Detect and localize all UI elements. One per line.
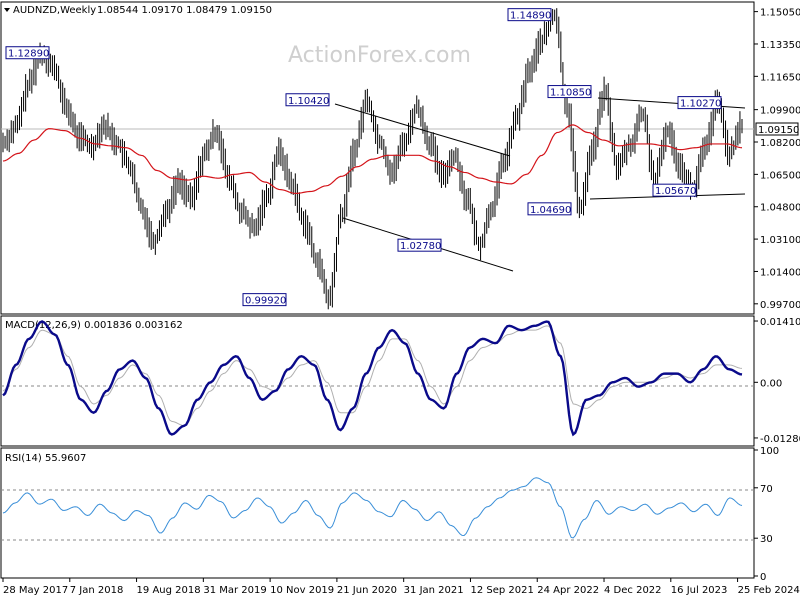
- rsi-tick-label: 30: [760, 534, 773, 545]
- moving-average-line: [2, 124, 743, 195]
- price-tick-label: 1.04800: [760, 203, 800, 214]
- price-annotation: 1.12890: [5, 46, 50, 60]
- macd-signal-line: [2, 325, 743, 427]
- annotation-box: [507, 8, 552, 22]
- triangle-upper-line: [597, 97, 746, 109]
- price-tick-label: 0.99700: [760, 300, 800, 311]
- time-tick-label: 12 Sep 2021: [470, 585, 533, 596]
- annotation-box: [677, 96, 722, 110]
- rsi-tick-label: 100: [760, 446, 779, 457]
- time-tick-label: 28 May 2017: [3, 585, 68, 596]
- macd-tick-label: 0.00: [760, 378, 782, 389]
- time-axis: 28 May 2017 7 Jan 2018 19 Aug 2018 31 Mar 2…: [2, 578, 800, 596]
- rsi-title: RSI(14) 55.9607: [5, 453, 86, 464]
- current-price-text: 1.09150: [758, 125, 799, 136]
- macd-axis: 0.014104 0.00 -0.012806: [754, 317, 800, 445]
- price-axis: 1.15050 1.13350 1.11650 1.09900 1.08200 1.065…: [754, 8, 800, 311]
- annotation-label: 1.14890: [510, 11, 551, 22]
- annotation-box: [397, 238, 442, 252]
- rsi-line: [2, 477, 743, 539]
- price-annotation: 1.10850: [547, 85, 592, 99]
- price-annotation: 1.02780: [397, 238, 442, 252]
- macd-pane: [0, 315, 755, 447]
- price-annotation: 1.10420: [285, 93, 330, 107]
- ohlc-readout: 1.08544 1.09170 1.08479 1.09150: [97, 5, 272, 16]
- price-tick-label: 1.15050: [760, 8, 800, 19]
- time-tick-label: 21 Jun 2020: [337, 585, 397, 596]
- chart-header: AUDNZD,Weekly 1.08544 1.09170 1.08479 1.…: [4, 5, 272, 16]
- rsi-tick-label: 0: [760, 572, 766, 583]
- annotation-box: [652, 183, 697, 197]
- macd-tick-label: -0.012806: [760, 434, 800, 445]
- rsi-axis: 100 70 30 0: [754, 446, 779, 583]
- annotation-label: 0.99920: [245, 296, 286, 307]
- annotation-box: [527, 202, 572, 216]
- current-price-tag: 1.09150: [755, 122, 799, 136]
- price-tick-label: 1.01400: [760, 267, 800, 278]
- price-annotation: 1.04690: [527, 202, 572, 216]
- time-tick-label: 4 Dec 2022: [604, 585, 662, 596]
- annotation-label: 1.12890: [8, 49, 49, 60]
- price-tick-label: 1.08200: [760, 138, 800, 149]
- rsi-tick-label: 70: [760, 484, 773, 495]
- time-tick-label: 24 Apr 2022: [537, 585, 599, 596]
- time-tick-label: 31 Mar 2019: [203, 585, 266, 596]
- current-price-box: [755, 122, 799, 136]
- annotation-label: 1.10420: [288, 96, 329, 107]
- annotation-label: 1.05670: [655, 186, 696, 197]
- price-tick-label: 1.11650: [760, 72, 800, 83]
- macd-tick-label: 0.014104: [760, 317, 800, 328]
- annotation-box: [285, 93, 330, 107]
- annotation-box: [5, 46, 50, 60]
- price-tick-label: 1.09900: [760, 106, 800, 117]
- annotation-label: 1.02780: [400, 241, 441, 252]
- annotation-box: [242, 293, 287, 307]
- price-tick-label: 1.13350: [760, 40, 800, 51]
- annotation-label: 1.10850: [550, 88, 591, 99]
- price-annotation: 0.99920: [242, 293, 287, 307]
- time-tick-label: 7 Jan 2018: [70, 585, 124, 596]
- price-pane: [0, 1, 755, 315]
- time-tick-label: 10 Nov 2019: [270, 585, 334, 596]
- price-annotation: 1.14890: [507, 8, 552, 22]
- price-tick-label: 1.03100: [760, 235, 800, 246]
- dropdown-triangle-icon[interactable]: [4, 8, 10, 12]
- watermark: ActionForex.com: [288, 43, 471, 68]
- price-annotations: 1.12890 1.10420 0.99920 1.02780 1.14890 1.108…: [5, 8, 722, 307]
- symbol-label: AUDNZD,Weekly: [13, 5, 96, 16]
- annotation-label: 1.10270: [680, 99, 721, 110]
- price-series: [2, 8, 743, 310]
- time-tick-label: 25 Feb 2024: [738, 585, 800, 596]
- price-annotation: 1.10270: [677, 96, 722, 110]
- time-tick-label: 16 Jul 2023: [671, 585, 728, 596]
- macd-line: [2, 320, 743, 437]
- macd-title: MACD(12,26,9) 0.001836 0.003162: [5, 320, 183, 331]
- rsi-pane: [0, 447, 755, 579]
- annotation-label: 1.04690: [530, 205, 571, 216]
- price-annotation: 1.05670: [652, 183, 697, 197]
- annotation-box: [547, 85, 592, 99]
- price-tick-label: 1.06500: [760, 170, 800, 181]
- time-tick-label: 31 Jan 2021: [404, 585, 464, 596]
- time-tick-label: 19 Aug 2018: [137, 585, 201, 596]
